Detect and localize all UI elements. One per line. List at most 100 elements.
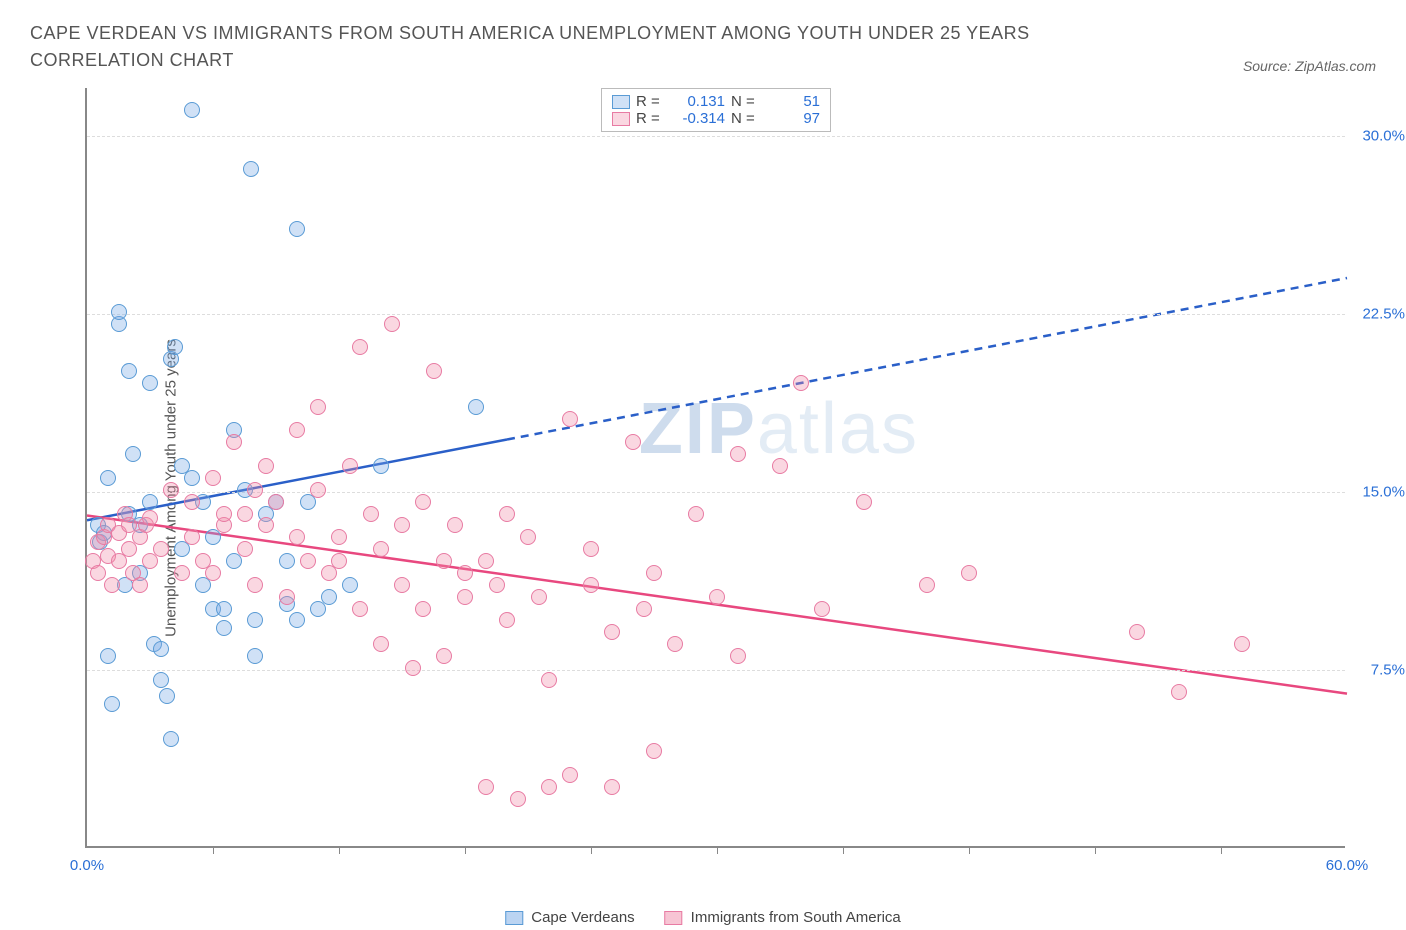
stat-n-label: N = [731,110,759,127]
data-point [426,363,442,379]
data-point [321,589,337,605]
header: CAPE VERDEAN VS IMMIGRANTS FROM SOUTH AM… [30,20,1376,74]
data-point [520,529,536,545]
data-point [468,399,484,415]
x-tick [717,846,718,854]
data-point [531,589,547,605]
data-point [730,648,746,664]
data-point [499,612,515,628]
data-point [730,446,746,462]
data-point [142,494,158,510]
x-tick-label: 0.0% [70,857,104,874]
gridline [87,670,1345,671]
data-point [457,589,473,605]
data-point [184,529,200,545]
data-point [90,565,106,581]
data-point [111,304,127,320]
data-point [247,577,263,593]
data-point [562,767,578,783]
y-tick-label: 30.0% [1362,127,1405,144]
stats-legend-row: R = -0.314 N = 97 [612,110,820,127]
stat-n-value: 97 [765,110,820,127]
data-point [216,620,232,636]
data-point [961,565,977,581]
data-point [457,565,473,581]
series-legend: Cape VerdeansImmigrants from South Ameri… [505,909,901,926]
data-point [541,672,557,688]
data-point [646,565,662,581]
data-point [289,221,305,237]
data-point [415,494,431,510]
data-point [104,696,120,712]
y-tick-label: 22.5% [1362,305,1405,322]
data-point [167,339,183,355]
legend-swatch [612,95,630,109]
stat-r-label: R = [636,93,664,110]
x-tick [1095,846,1096,854]
data-point [258,458,274,474]
x-tick [843,846,844,854]
data-point [331,553,347,569]
data-point [216,601,232,617]
data-point [279,589,295,605]
data-point [163,731,179,747]
data-point [856,494,872,510]
data-point [184,494,200,510]
data-point [373,458,389,474]
data-point [1171,684,1187,700]
data-point [646,743,662,759]
data-point [384,316,400,332]
data-point [153,672,169,688]
chart-title: CAPE VERDEAN VS IMMIGRANTS FROM SOUTH AM… [30,20,1130,74]
data-point [142,510,158,526]
data-point [1234,636,1250,652]
data-point [814,601,830,617]
data-point [583,541,599,557]
data-point [342,577,358,593]
data-point [205,470,221,486]
data-point [919,577,935,593]
data-point [247,612,263,628]
data-point [159,688,175,704]
data-point [688,506,704,522]
data-point [132,577,148,593]
data-point [489,577,505,593]
stat-r-label: R = [636,110,664,127]
data-point [279,553,295,569]
data-point [1129,624,1145,640]
data-point [510,791,526,807]
data-point [562,411,578,427]
data-point [604,624,620,640]
legend-swatch [612,112,630,126]
data-point [373,541,389,557]
data-point [289,529,305,545]
data-point [100,648,116,664]
data-point [478,779,494,795]
stat-n-value: 51 [765,93,820,110]
data-point [636,601,652,617]
data-point [394,577,410,593]
data-point [216,506,232,522]
x-tick [339,846,340,854]
legend-swatch [665,911,683,925]
data-point [499,506,515,522]
x-tick [969,846,970,854]
trend-lines [87,88,1345,846]
data-point [352,339,368,355]
data-point [258,517,274,533]
data-point [363,506,379,522]
data-point [667,636,683,652]
data-point [247,482,263,498]
data-point [268,494,284,510]
legend-label: Immigrants from South America [691,909,901,926]
data-point [583,577,599,593]
stats-legend-row: R =0.131N =51 [612,93,820,110]
data-point [310,399,326,415]
data-point [405,660,421,676]
data-point [625,434,641,450]
stat-n-label: N = [731,93,759,110]
stats-legend: R =0.131N =51R =-0.314N =97 [601,88,831,132]
data-point [104,577,120,593]
stat-r-value: -0.314 [670,110,725,127]
chart-container: Unemployment Among Youth under 25 years … [30,78,1376,898]
